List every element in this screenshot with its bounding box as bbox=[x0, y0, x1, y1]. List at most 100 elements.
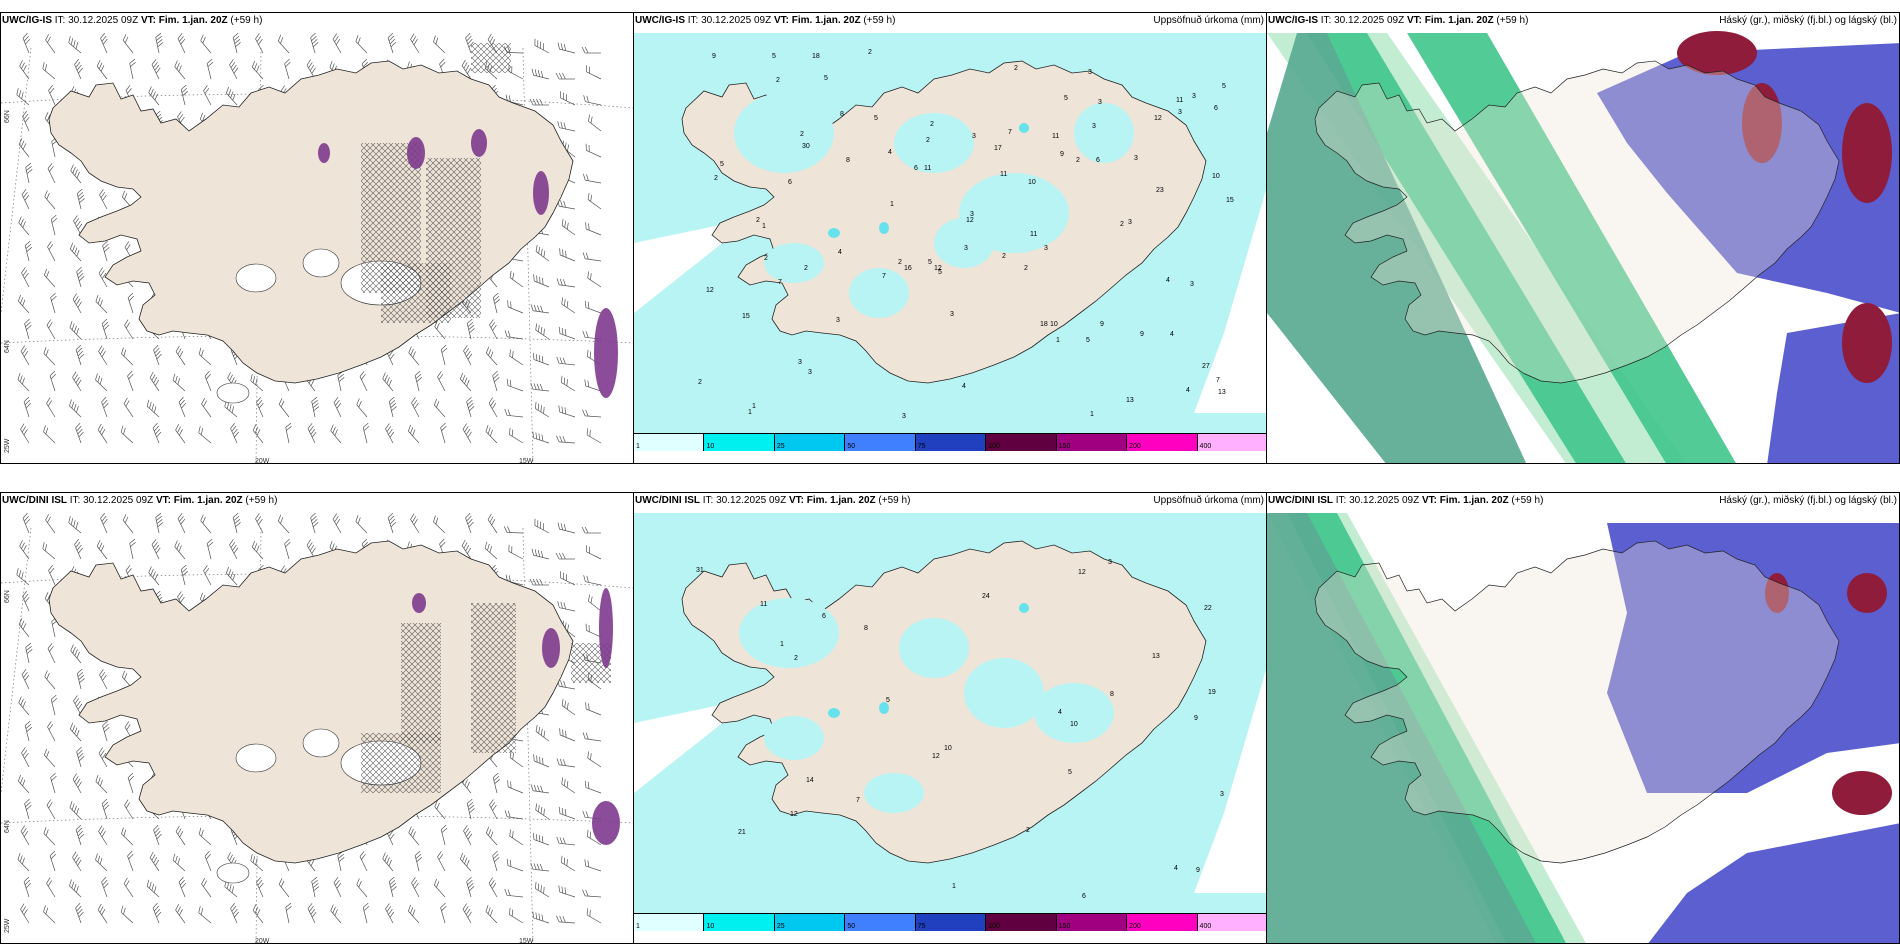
wind-barb-icon bbox=[99, 189, 108, 210]
precip-value: 4 bbox=[1170, 331, 1174, 338]
ig-cloud-panel: UWC/IG-IS IT: 30.12.2025 09Z VT: Fim. 1.… bbox=[1266, 12, 1900, 464]
wind-barb-icon bbox=[47, 643, 56, 664]
wind-barb-icon bbox=[96, 60, 108, 80]
wind-barb-icon bbox=[555, 72, 575, 80]
wind-barb-icon bbox=[69, 321, 82, 340]
precip-value: 23 bbox=[1156, 187, 1164, 194]
wind-barb-icon bbox=[149, 851, 160, 872]
precip-value: 2 bbox=[1002, 253, 1006, 260]
wind-barb-icon bbox=[506, 378, 524, 392]
wind-barb-icon bbox=[49, 370, 57, 392]
wind-barb-icon bbox=[174, 540, 186, 560]
wind-barb-icon bbox=[535, 401, 550, 418]
wind-barb-icon bbox=[203, 565, 212, 586]
wind-barb-icon bbox=[146, 879, 160, 898]
mid-cloud-patch bbox=[1842, 103, 1892, 203]
precip-value: 3 bbox=[1134, 155, 1138, 162]
wind-barb-icon bbox=[310, 512, 319, 534]
wind-barb-icon bbox=[48, 564, 56, 586]
wind-barb-icon bbox=[200, 34, 212, 54]
wind-barb-icon bbox=[44, 670, 56, 690]
precip-value: 9 bbox=[712, 53, 716, 60]
precip-value: 2 bbox=[1014, 65, 1018, 72]
wind-barb-icon bbox=[337, 850, 345, 872]
precip-blob bbox=[412, 593, 426, 613]
precip-value: 11 bbox=[1176, 97, 1183, 104]
wind-barb-icon bbox=[337, 370, 345, 392]
wind-barb-icon bbox=[507, 300, 524, 314]
wind-barb-icon bbox=[127, 370, 134, 392]
precip-value: 5 bbox=[1064, 95, 1068, 102]
precip-value: 2 bbox=[794, 655, 798, 662]
wind-barb-icon bbox=[356, 878, 368, 898]
wind-barb-icon bbox=[311, 876, 320, 898]
precip-value: 18 bbox=[1040, 321, 1048, 328]
wind-barb-icon bbox=[98, 267, 108, 288]
wind-barb-icon bbox=[330, 904, 342, 924]
wind-barb-icon bbox=[586, 908, 602, 924]
precip-colorbar: 1 10 25 50 75 100 150 200 400 bbox=[634, 433, 1266, 451]
wind-barb-icon bbox=[503, 526, 524, 534]
low-cloud-area bbox=[1607, 523, 1899, 793]
wind-barb-icon bbox=[16, 568, 30, 586]
wind-barb-icon bbox=[198, 906, 212, 924]
wind-barb-icon bbox=[509, 750, 524, 768]
mid-cloud-patch bbox=[1832, 771, 1892, 815]
lat-64-label: 64N bbox=[4, 820, 11, 833]
precip-value: 18 bbox=[812, 53, 820, 60]
precip-value: 1 bbox=[952, 883, 956, 890]
precip-value: 3 bbox=[972, 133, 976, 140]
wind-barb-icon bbox=[206, 58, 214, 80]
precip-value: 14 bbox=[806, 777, 814, 784]
precip-blob bbox=[471, 129, 487, 157]
precip-value: 8 bbox=[864, 625, 868, 632]
cloud-map bbox=[1267, 513, 1899, 943]
wind-barb-icon bbox=[407, 424, 420, 444]
wind-barb-icon bbox=[488, 877, 498, 898]
wind-barb-icon bbox=[359, 371, 368, 392]
precip-value: 2 bbox=[1076, 157, 1080, 164]
wind-barb-icon bbox=[388, 876, 397, 898]
precip-value: 15 bbox=[1226, 197, 1234, 204]
wind-barb-icon bbox=[251, 60, 264, 80]
wind-barb-icon bbox=[178, 396, 187, 418]
wind-barb-icon bbox=[22, 590, 30, 612]
wind-barb-icon bbox=[72, 371, 82, 392]
wind-barb-icon bbox=[355, 35, 368, 54]
precip-value: 19 bbox=[1208, 689, 1216, 696]
precip-value: 9 bbox=[1060, 151, 1064, 158]
glacier bbox=[216, 382, 250, 404]
precip-patch-heavy bbox=[879, 702, 889, 714]
precip-value: 21 bbox=[738, 829, 746, 836]
wind-barb-icon bbox=[256, 396, 264, 418]
wind-barb-icon bbox=[411, 397, 420, 418]
mid-cloud-patch bbox=[1677, 31, 1757, 75]
snow-hatch bbox=[361, 733, 441, 793]
wind-barb-icon bbox=[408, 826, 420, 846]
precip-patch-heavy bbox=[879, 222, 889, 234]
wind-barb-icon bbox=[172, 373, 186, 392]
wind-barb-icon bbox=[556, 758, 576, 768]
wind-barb-icon bbox=[256, 876, 264, 898]
wind-barb-icon bbox=[559, 728, 576, 742]
wind-barb-icon bbox=[18, 138, 30, 158]
wind-barb-icon bbox=[488, 397, 498, 418]
wind-barb-icon bbox=[440, 824, 448, 846]
glacier bbox=[302, 728, 340, 758]
wind-barb-icon bbox=[69, 722, 82, 742]
wind-barb-icon bbox=[529, 578, 549, 586]
wind-barb-icon bbox=[355, 515, 368, 534]
wind-barb-icon bbox=[47, 721, 56, 742]
precip-patch bbox=[739, 598, 839, 668]
wind-barb-icon bbox=[47, 241, 56, 262]
wind-barb-icon bbox=[584, 379, 602, 392]
wind-barb-icon bbox=[585, 702, 602, 716]
wind-barb-icon bbox=[433, 878, 446, 898]
colorbar-tick: 1 bbox=[636, 923, 640, 930]
wind-barb-icon bbox=[277, 514, 290, 534]
wind-barb-icon bbox=[466, 318, 475, 340]
precip-value: 10 bbox=[944, 745, 952, 752]
wind-barb-icon bbox=[72, 773, 82, 794]
precip-value: 1 bbox=[1090, 411, 1094, 418]
wind-barb-icon bbox=[43, 268, 56, 288]
